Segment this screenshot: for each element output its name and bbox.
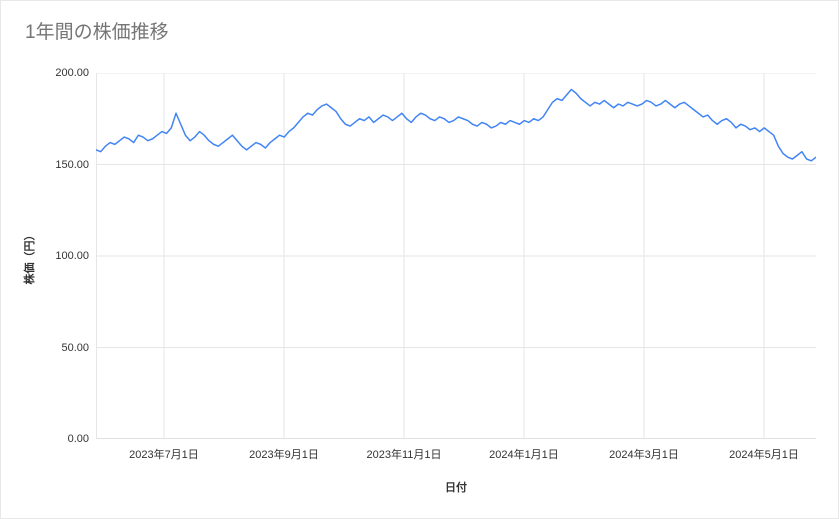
y-tick-label: 50.00 <box>61 341 89 354</box>
chart-title: 1年間の株価推移 <box>25 22 169 43</box>
y-axis-title: 株価（円） <box>24 229 36 285</box>
x-axis-title: 日付 <box>445 482 467 494</box>
x-tick-label: 2024年5月1日 <box>729 449 799 461</box>
y-tick-label: 100.00 <box>55 250 89 262</box>
y-tick-label: 150.00 <box>55 158 89 171</box>
y-tick-label: 200.00 <box>55 67 89 79</box>
y-tick-label: 0.00 <box>67 433 89 445</box>
price-line <box>96 88 816 162</box>
line-chart-svg <box>96 73 816 439</box>
x-tick-label: 2024年3月1日 <box>609 449 679 461</box>
x-tick-label: 2023年7月1日 <box>129 449 199 461</box>
x-tick-label: 2024年1月1日 <box>489 449 559 461</box>
plot-area <box>96 73 816 439</box>
x-tick-label: 2023年9月1日 <box>249 449 319 461</box>
x-tick-label: 2023年11月1日 <box>366 449 442 461</box>
